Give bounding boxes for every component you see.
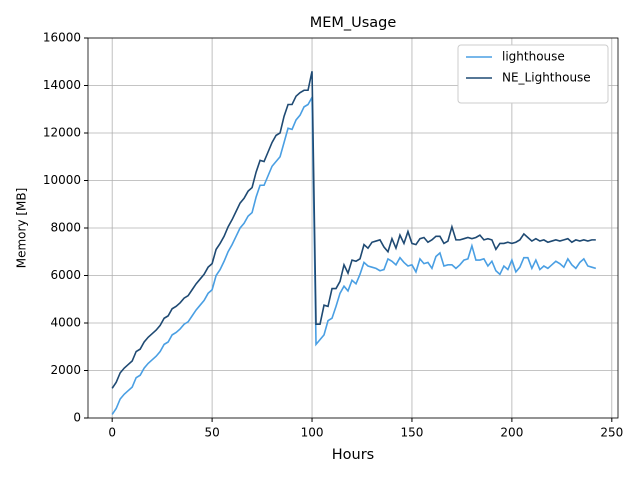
y-tick-label: 14000 — [43, 78, 81, 92]
y-axis-label: Memory [MB] — [15, 188, 29, 269]
plot-frame — [87, 37, 619, 419]
x-tick-label: 150 — [401, 426, 424, 440]
series-line — [111, 71, 596, 389]
y-tick-label: 16000 — [43, 31, 81, 45]
y-tick-label: 2000 — [50, 363, 81, 377]
x-tick-label: 50 — [204, 426, 219, 440]
legend-label: lighthouse — [502, 50, 565, 64]
legend-label: NE_Lighthouse — [502, 71, 591, 85]
x-tick-label: 250 — [600, 426, 623, 440]
x-tick-label: 0 — [108, 426, 116, 440]
y-tick-label: 0 — [73, 411, 81, 425]
y-tick-label: 4000 — [50, 316, 81, 330]
y-tick-label: 6000 — [50, 268, 81, 282]
series-line — [111, 94, 597, 415]
y-tick-label: 8000 — [50, 221, 81, 235]
x-tick-label: 100 — [301, 426, 324, 440]
x-tick-label: 200 — [500, 426, 523, 440]
x-axis-label: Hours — [332, 447, 374, 463]
chart-title: MEM_Usage — [310, 15, 397, 31]
legend-box — [457, 44, 609, 104]
y-tick-label: 10000 — [43, 173, 81, 187]
y-tick-label: 12000 — [43, 126, 81, 140]
